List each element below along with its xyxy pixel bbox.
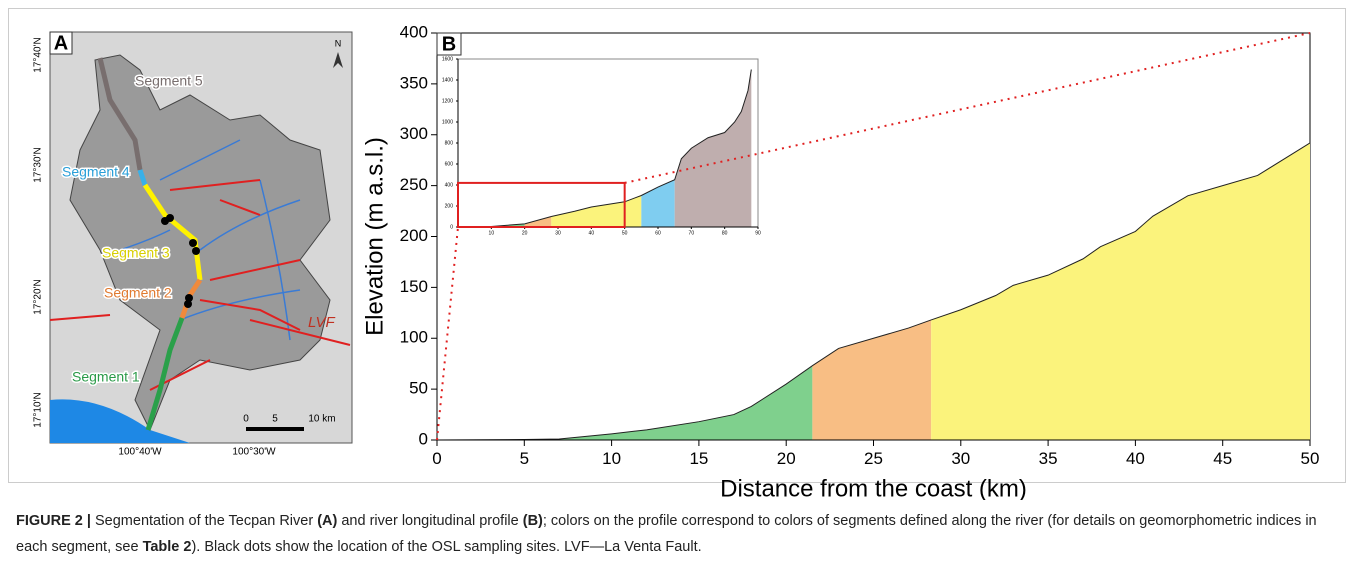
x-tick-label: 40: [1126, 449, 1145, 468]
scale-label: 0: [243, 414, 249, 425]
y-tick-label: 600: [445, 161, 454, 167]
x-tick-label: 70: [689, 230, 695, 236]
north-label: N: [335, 38, 342, 48]
segment-label: Segment 1: [72, 369, 140, 385]
lat-label: 17°30'N: [33, 147, 44, 182]
caption-text: ). Black dots show the location of the O…: [191, 539, 701, 555]
y-tick-label: 400: [400, 22, 428, 41]
x-tick-label: 60: [655, 230, 661, 236]
scale-label: 5: [272, 414, 278, 425]
x-tick-label: 30: [951, 449, 970, 468]
y-tick-label: 800: [445, 140, 454, 146]
y-axis-label: Elevation (m a.s.l.): [361, 137, 388, 336]
scale-bar: [246, 427, 304, 431]
caption-text: Table 2: [143, 539, 192, 555]
fault-label: LVF: [308, 314, 336, 331]
y-tick-label: 100: [400, 328, 428, 347]
y-tick-label: 50: [409, 379, 428, 398]
lat-label: 17°20'N: [33, 279, 44, 314]
y-tick-label: 0: [419, 429, 428, 448]
panel-label: B: [442, 33, 456, 55]
caption-text: Segmentation of the Tecpan River: [95, 513, 317, 529]
x-tick-label: 15: [689, 449, 708, 468]
caption-text: FIGURE 2 |: [16, 513, 95, 529]
x-tick-label: 45: [1213, 449, 1232, 468]
panel-label: A: [54, 32, 68, 54]
figure: A N Segment 5 Segment 4 Segment 3 Segmen…: [0, 0, 1355, 500]
x-tick-label: 30: [555, 230, 561, 236]
scale-label: 10 km: [308, 414, 335, 425]
y-tick-label: 1600: [442, 56, 453, 62]
y-tick-label: 1200: [442, 98, 453, 104]
x-tick-label: 10: [602, 449, 621, 468]
y-tick-label: 1400: [442, 77, 453, 83]
segment-label: Segment 3: [102, 245, 170, 261]
x-tick-label: 40: [589, 230, 595, 236]
x-tick-label: 35: [1039, 449, 1058, 468]
y-tick-label: 200: [445, 203, 454, 209]
x-tick-label: 50: [622, 230, 628, 236]
x-tick-label: 90: [755, 230, 761, 236]
x-tick-label: 20: [777, 449, 796, 468]
lat-label: 17°10'N: [33, 392, 44, 427]
lon-label: 100°40'W: [118, 447, 162, 458]
y-tick-label: 400: [445, 182, 454, 188]
x-tick-label: 5: [520, 449, 529, 468]
y-tick-label: 150: [400, 277, 428, 296]
y-tick-label: 350: [400, 73, 428, 92]
y-tick-label: 250: [400, 175, 428, 194]
caption: FIGURE 2 | Segmentation of the Tecpan Ri…: [16, 508, 1341, 560]
y-tick-label: 300: [400, 124, 428, 143]
segment-label: Segment 2: [104, 285, 172, 301]
lat-label: 17°40'N: [33, 37, 44, 72]
y-tick-label: 200: [400, 226, 428, 245]
caption-text: and river longitudinal profile: [337, 513, 522, 529]
x-tick-label: 20: [522, 230, 528, 236]
x-axis-label: Distance from the coast (km): [720, 475, 1027, 500]
map-panel: A N Segment 5 Segment 4 Segment 3 Segmen…: [33, 32, 352, 458]
x-tick-label: 0: [432, 449, 441, 468]
x-tick-label: 50: [1301, 449, 1320, 468]
x-tick-label: 25: [864, 449, 883, 468]
segment-label: Segment 4: [62, 164, 130, 180]
y-tick-label: 0: [450, 224, 453, 230]
x-tick-label: 10: [489, 230, 495, 236]
page: {"panel_a":{"label":"A","north":"N","lat…: [0, 0, 1355, 587]
y-tick-label: 1000: [442, 119, 453, 125]
caption-text: (B): [523, 513, 543, 529]
segment-label: Segment 5: [135, 73, 203, 89]
lon-label: 100°30'W: [232, 447, 276, 458]
x-tick-label: 80: [722, 230, 728, 236]
caption-text: (A): [317, 513, 337, 529]
